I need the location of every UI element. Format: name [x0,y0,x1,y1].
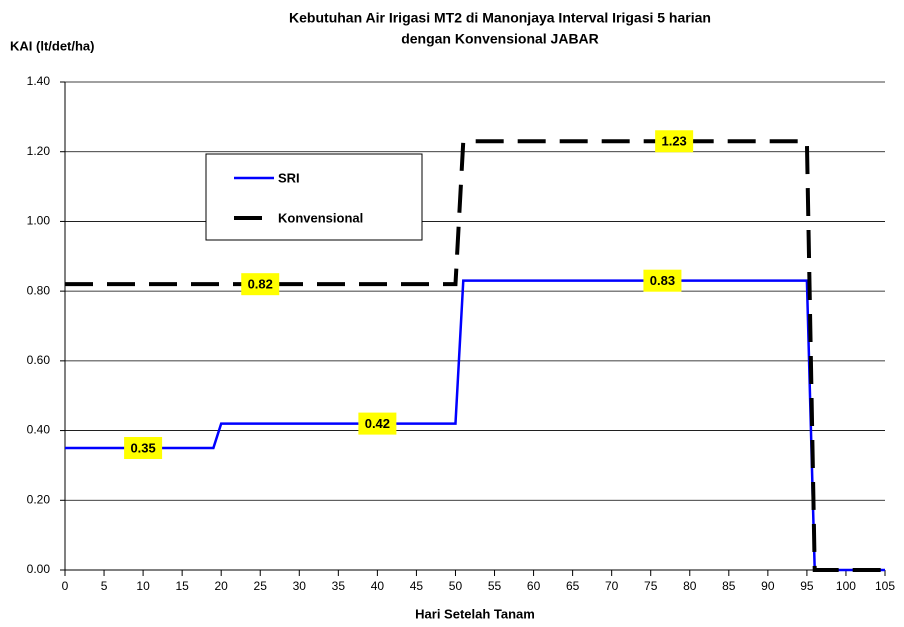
y-axis-label: KAI (lt/det/ha) [10,38,95,53]
y-tick-label: 0.80 [27,283,51,297]
annotation: 0.82 [248,277,273,292]
x-tick-label: 90 [761,579,775,593]
annotation: 1.23 [661,134,686,149]
x-tick-label: 60 [527,579,541,593]
annotation: 0.42 [365,416,390,431]
x-tick-label: 65 [566,579,580,593]
annotation-box [124,437,163,459]
x-tick-label: 25 [254,579,268,593]
annotation-box [643,269,682,292]
x-axis-label: Hari Setelah Tanam [415,606,535,621]
y-tick-label: 1.40 [27,74,51,88]
x-tick-label: 0 [62,579,69,593]
y-tick-label: 0.00 [27,562,51,576]
series-line [65,279,885,572]
y-tick-label: 1.20 [27,144,51,158]
y-tick-label: 0.20 [27,492,51,506]
annotation: 0.35 [130,440,155,455]
y-tick-label: 1.00 [27,214,51,228]
x-tick-label: 80 [683,579,697,593]
chart-title: dengan Konvensional JABAR [401,31,599,47]
annotation-box [655,130,694,153]
annotation: 0.83 [650,273,675,288]
y-tick-label: 0.40 [27,423,51,437]
x-tick-label: 30 [293,579,307,593]
x-tick-label: 5 [101,579,108,593]
x-tick-label: 75 [644,579,658,593]
x-tick-label: 100 [836,579,856,593]
x-tick-label: 35 [332,579,346,593]
x-tick-label: 15 [175,579,189,593]
legend-box [205,153,423,241]
x-tick-label: 95 [800,579,814,593]
annotation-box [241,273,280,296]
x-tick-label: 50 [449,579,463,593]
x-tick-label: 45 [410,579,424,593]
x-tick-label: 105 [875,579,895,593]
x-tick-label: 10 [136,579,150,593]
legend-label: SRI [278,170,300,185]
x-tick-label: 55 [488,579,502,593]
x-tick-label: 20 [215,579,229,593]
y-tick-label: 0.60 [27,353,51,367]
x-tick-label: 40 [371,579,385,593]
chart-title: Kebutuhan Air Irigasi MT2 di Manonjaya I… [289,10,711,26]
x-tick-label: 85 [722,579,736,593]
x-tick-label: 70 [605,579,619,593]
annotation-box [358,412,397,435]
series-line [65,139,885,572]
legend-label: Konvensional [278,210,363,225]
